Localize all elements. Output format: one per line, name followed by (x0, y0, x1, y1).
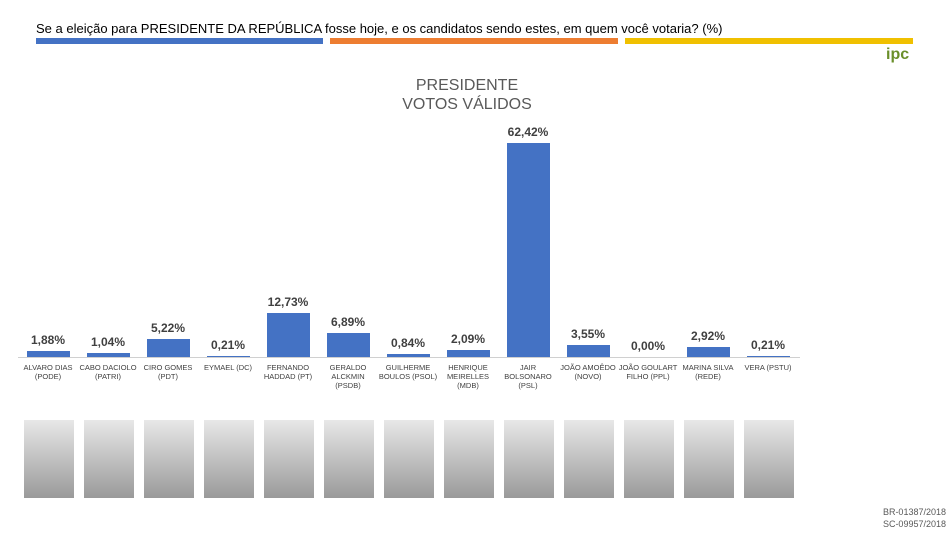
photo (24, 420, 74, 498)
bar (26, 350, 70, 357)
photo (384, 420, 434, 498)
photo (204, 420, 254, 498)
x-tick-label: GERALDO ALCKMIN (PSDB) (329, 363, 367, 390)
bar (446, 349, 490, 357)
bar (146, 339, 190, 357)
value-label: 12,73% (267, 295, 309, 310)
x-tick-label: EYMAEL (DC) (203, 363, 253, 372)
stripe (625, 38, 913, 44)
x-tick-label: VERA (PSTU) (744, 363, 792, 372)
x-tick-label: FERNANDO HADDAD (PT) (263, 363, 313, 381)
bar (206, 356, 250, 357)
photo (324, 420, 374, 498)
value-label: 2,09% (450, 331, 486, 346)
photo (144, 420, 194, 498)
value-label: 0,00% (630, 339, 666, 353)
bar (746, 356, 790, 357)
value-label: 1,88% (30, 332, 66, 347)
x-tick-label: CABO DACIOLO (PATRI) (79, 363, 137, 381)
value-label: 62,42% (507, 124, 549, 139)
code: SC-09957/2018 (882, 519, 946, 529)
value-label: 0,21% (210, 338, 246, 353)
x-tick-label: GUILHERME BOULOS (PSOL) (378, 363, 438, 381)
bar (86, 353, 130, 357)
value-label: 0,84% (390, 336, 426, 351)
bar (326, 333, 370, 357)
stripe (36, 38, 323, 44)
bar (566, 344, 610, 357)
question: Se a eleição para PRESIDENTE DA REPÚBLIC… (36, 21, 723, 36)
bar (506, 142, 550, 357)
x-tick-label: JOÃO GOULART FILHO (PPL) (618, 363, 678, 381)
x-tick-label: JOÃO AMOÊDO (NOVO) (560, 363, 616, 381)
value-label: 3,55% (570, 326, 606, 341)
chart-subtitle: VOTOS VÁLIDOS (402, 96, 532, 113)
x-tick-label: ALVARO DIAS (PODE) (23, 363, 73, 381)
value-label: 0,21% (750, 338, 786, 353)
x-tick-label: MARINA SILVA (REDE) (682, 363, 734, 381)
chart-title: PRESIDENTE (415, 77, 519, 94)
photo (684, 420, 734, 498)
logo: ipc (886, 46, 910, 63)
value-label: 1,04% (90, 335, 126, 350)
photo (84, 420, 134, 498)
photo (504, 420, 554, 498)
x-tick-label: JAIR BOLSONARO (PSL) (504, 363, 552, 390)
photo (744, 420, 794, 498)
x-tick-label: CIRO GOMES (PDT) (143, 363, 193, 381)
value-label: 6,89% (330, 315, 366, 330)
bar (386, 354, 430, 357)
value-label: 5,22% (150, 321, 186, 336)
stripe (330, 38, 618, 44)
photo (564, 420, 614, 498)
x-tick-label: HENRIQUE MEIRELLES (MDB) (446, 363, 490, 390)
photo (444, 420, 494, 498)
photo (624, 420, 674, 498)
code: BR-01387/2018 (882, 507, 946, 517)
bar (686, 346, 730, 357)
photo (264, 420, 314, 498)
value-label: 2,92% (690, 328, 726, 343)
bar (266, 313, 310, 357)
baseline (18, 357, 800, 358)
